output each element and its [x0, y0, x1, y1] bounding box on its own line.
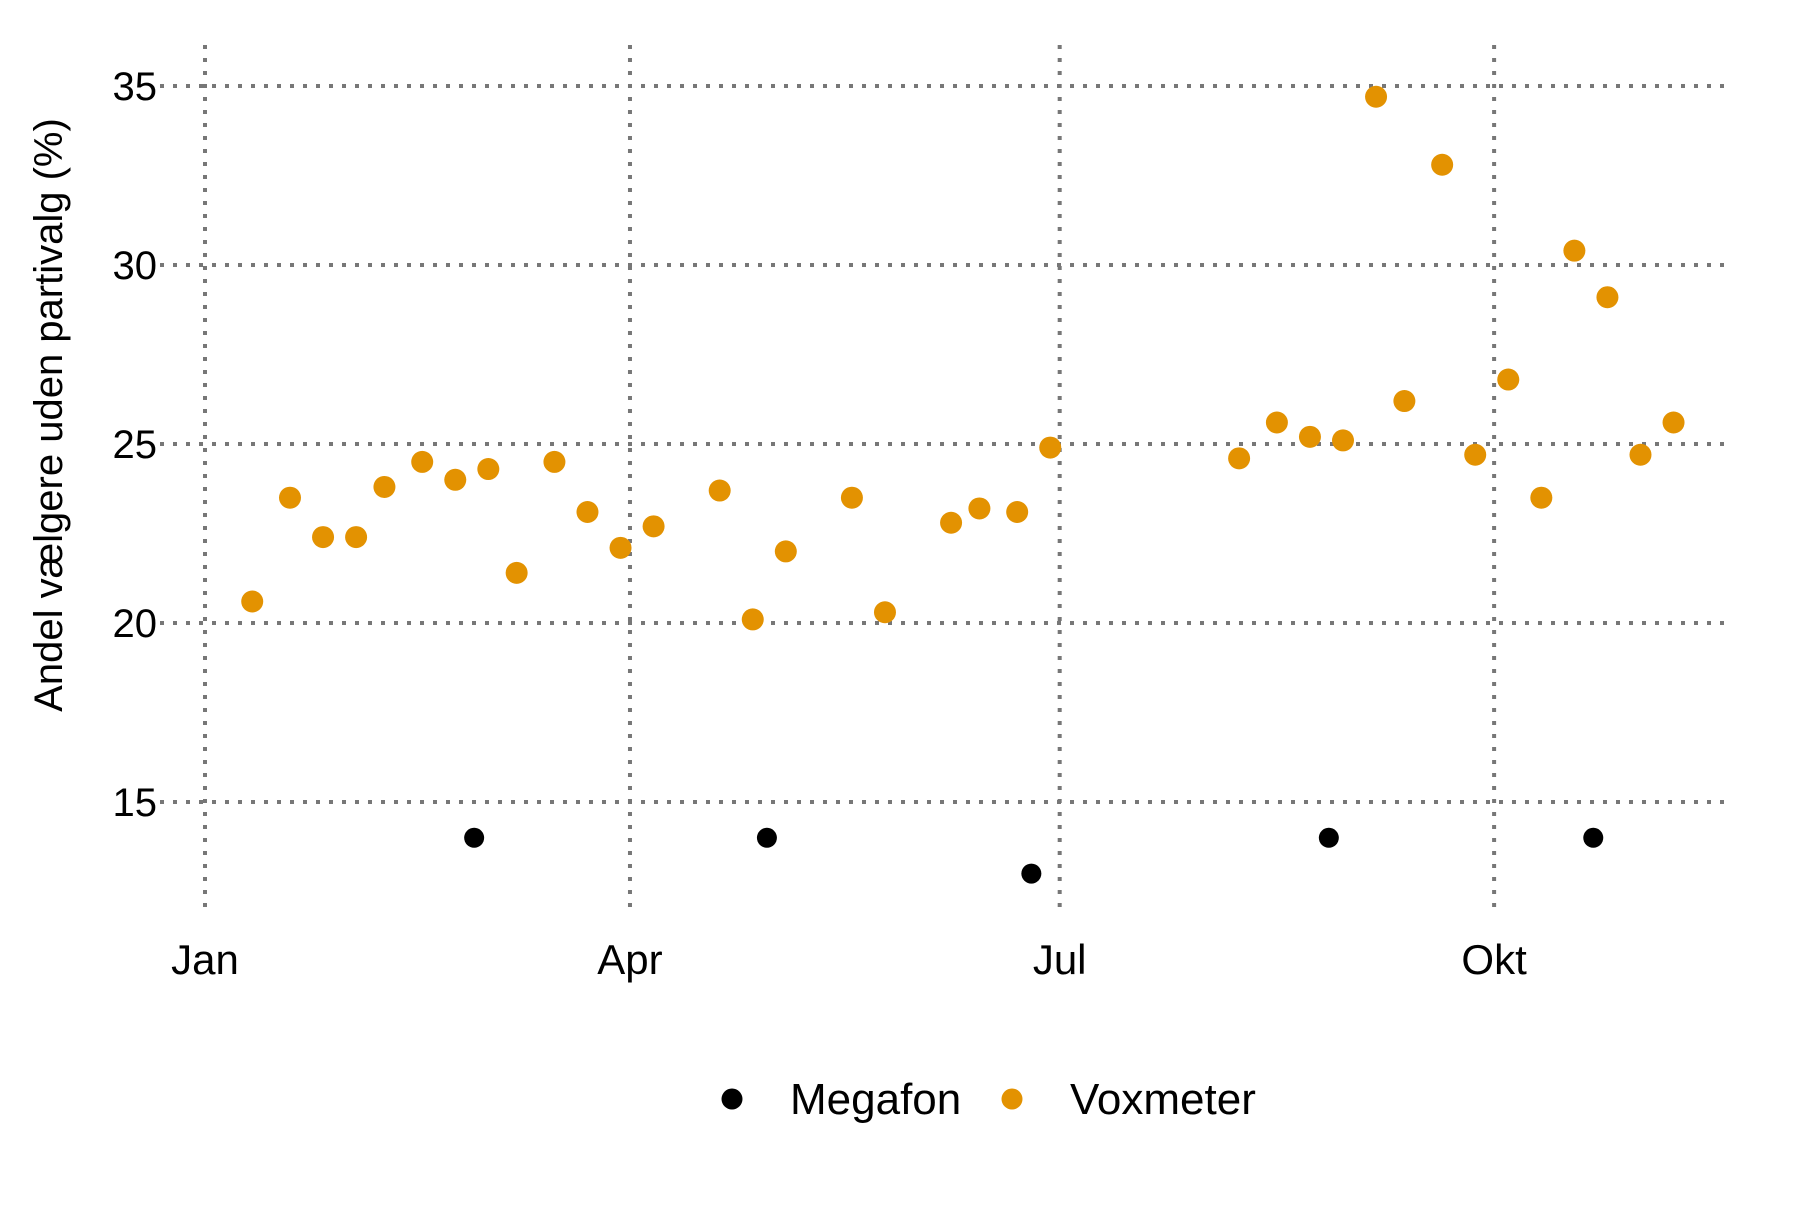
point-voxmeter — [1006, 501, 1029, 524]
point-voxmeter — [576, 501, 599, 524]
point-voxmeter — [543, 450, 566, 473]
y-tick-label-15: 15 — [113, 781, 158, 825]
data-points — [241, 85, 1685, 884]
point-voxmeter — [1464, 443, 1487, 466]
point-voxmeter — [278, 486, 301, 509]
point-voxmeter — [774, 540, 797, 563]
legend-dot-megafon — [721, 1088, 743, 1110]
point-voxmeter — [345, 526, 368, 549]
point-voxmeter — [968, 497, 991, 520]
gridlines — [160, 45, 1733, 910]
point-voxmeter — [1298, 425, 1321, 448]
point-voxmeter — [1265, 411, 1288, 434]
y-axis-title: Andel vælgere uden partivalg (%) — [27, 118, 71, 712]
point-voxmeter — [1393, 390, 1416, 413]
y-tick-label-25: 25 — [113, 423, 158, 467]
point-voxmeter — [477, 458, 500, 481]
x-tick-label-Apr: Apr — [597, 936, 662, 983]
point-voxmeter — [1039, 436, 1062, 459]
point-voxmeter — [642, 515, 665, 538]
point-voxmeter — [873, 601, 896, 624]
point-voxmeter — [840, 486, 863, 509]
point-voxmeter — [1530, 486, 1553, 509]
x-tick-label-Jul: Jul — [1033, 936, 1087, 983]
point-voxmeter — [1365, 85, 1388, 108]
x-tick-label-Okt: Okt — [1461, 936, 1527, 983]
point-voxmeter — [1431, 153, 1454, 176]
point-voxmeter — [741, 608, 764, 631]
point-voxmeter — [373, 475, 396, 498]
point-voxmeter — [1497, 368, 1520, 391]
point-voxmeter — [1228, 447, 1251, 470]
point-megafon — [756, 827, 777, 848]
point-voxmeter — [312, 526, 335, 549]
y-tick-label-30: 30 — [113, 244, 158, 288]
x-axis-tick-labels: Jan Apr Jul Okt — [171, 936, 1527, 983]
point-voxmeter — [1629, 443, 1652, 466]
point-voxmeter — [505, 561, 528, 584]
legend: Megafon Voxmeter — [721, 1075, 1256, 1124]
point-megafon — [1021, 863, 1042, 884]
point-voxmeter — [940, 511, 963, 534]
point-voxmeter — [1662, 411, 1685, 434]
y-tick-label-35: 35 — [113, 65, 158, 109]
x-tick-label-Jan: Jan — [171, 936, 239, 983]
point-megafon — [1583, 827, 1604, 848]
point-voxmeter — [708, 479, 731, 502]
legend-label-voxmeter: Voxmeter — [1070, 1075, 1256, 1124]
y-tick-label-20: 20 — [113, 602, 158, 646]
point-voxmeter — [411, 450, 434, 473]
y-axis-tick-labels: 15 20 25 30 35 — [113, 65, 158, 825]
point-voxmeter — [444, 468, 467, 491]
point-voxmeter — [241, 590, 264, 613]
point-voxmeter — [1563, 239, 1586, 262]
point-voxmeter — [1332, 429, 1355, 452]
point-megafon — [1318, 827, 1339, 848]
point-voxmeter — [609, 536, 632, 559]
legend-label-megafon: Megafon — [790, 1075, 961, 1124]
point-megafon — [464, 827, 485, 848]
point-voxmeter — [1596, 286, 1619, 309]
legend-dot-voxmeter — [1001, 1088, 1023, 1110]
